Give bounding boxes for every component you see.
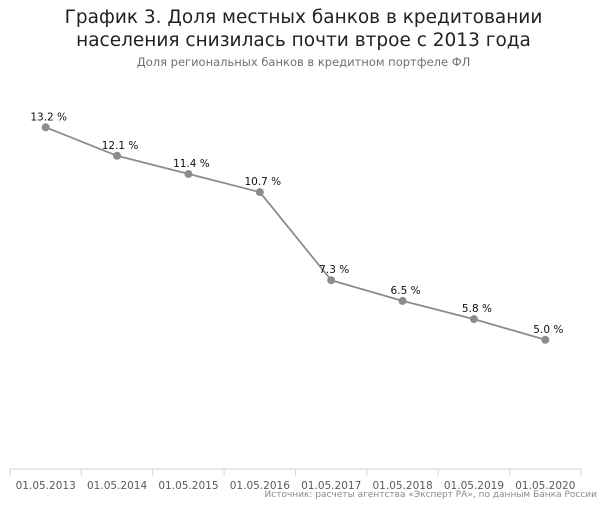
x-tick-label: 01.05.2014 — [87, 480, 147, 492]
data-point — [113, 151, 122, 160]
x-tick-label: 01.05.2018 — [373, 480, 433, 492]
data-point — [327, 276, 336, 285]
source-note: Источник: расчеты агентства «Эксперт РА»… — [264, 490, 597, 500]
x-tick-label: 01.05.2013 — [16, 480, 76, 492]
data-label: 5.0 % — [533, 324, 563, 336]
series-line — [45, 126, 546, 341]
data-label: 13.2 % — [30, 111, 67, 123]
data-label: 10.7 % — [244, 176, 281, 188]
data-label: 5.8 % — [462, 303, 492, 315]
x-axis-ticks — [9, 469, 582, 476]
data-label: 12.1 % — [102, 140, 139, 152]
chart-title: График 3. Доля местных банков в кредитов… — [64, 7, 543, 51]
x-axis-tick-labels: 01.05.2013 01.05.2014 01.05.2015 01.05.2016… — [16, 480, 576, 492]
data-point — [398, 296, 407, 305]
x-tick-label: 01.05.2017 — [301, 480, 361, 492]
chart-subtitle: Доля региональных банков в кредитном пор… — [136, 55, 471, 69]
data-point — [255, 188, 264, 197]
data-labels: 13.2 % 12.1 % 11.4 % 10.7 % 7.3 % 6.5 % 5.8 % 5… — [30, 111, 563, 335]
data-point — [541, 335, 550, 344]
data-point — [41, 123, 50, 132]
x-tick-label: 01.05.2015 — [158, 480, 218, 492]
x-tick-label: 01.05.2016 — [230, 480, 290, 492]
data-point — [184, 169, 193, 178]
data-label: 7.3 % — [319, 264, 349, 276]
x-tick-label: 01.05.2019 — [444, 480, 504, 492]
data-point — [469, 315, 478, 324]
data-label: 6.5 % — [391, 285, 421, 297]
x-tick-label: 01.05.2020 — [515, 480, 575, 492]
data-label: 11.4 % — [173, 158, 210, 170]
data-points — [41, 123, 550, 344]
